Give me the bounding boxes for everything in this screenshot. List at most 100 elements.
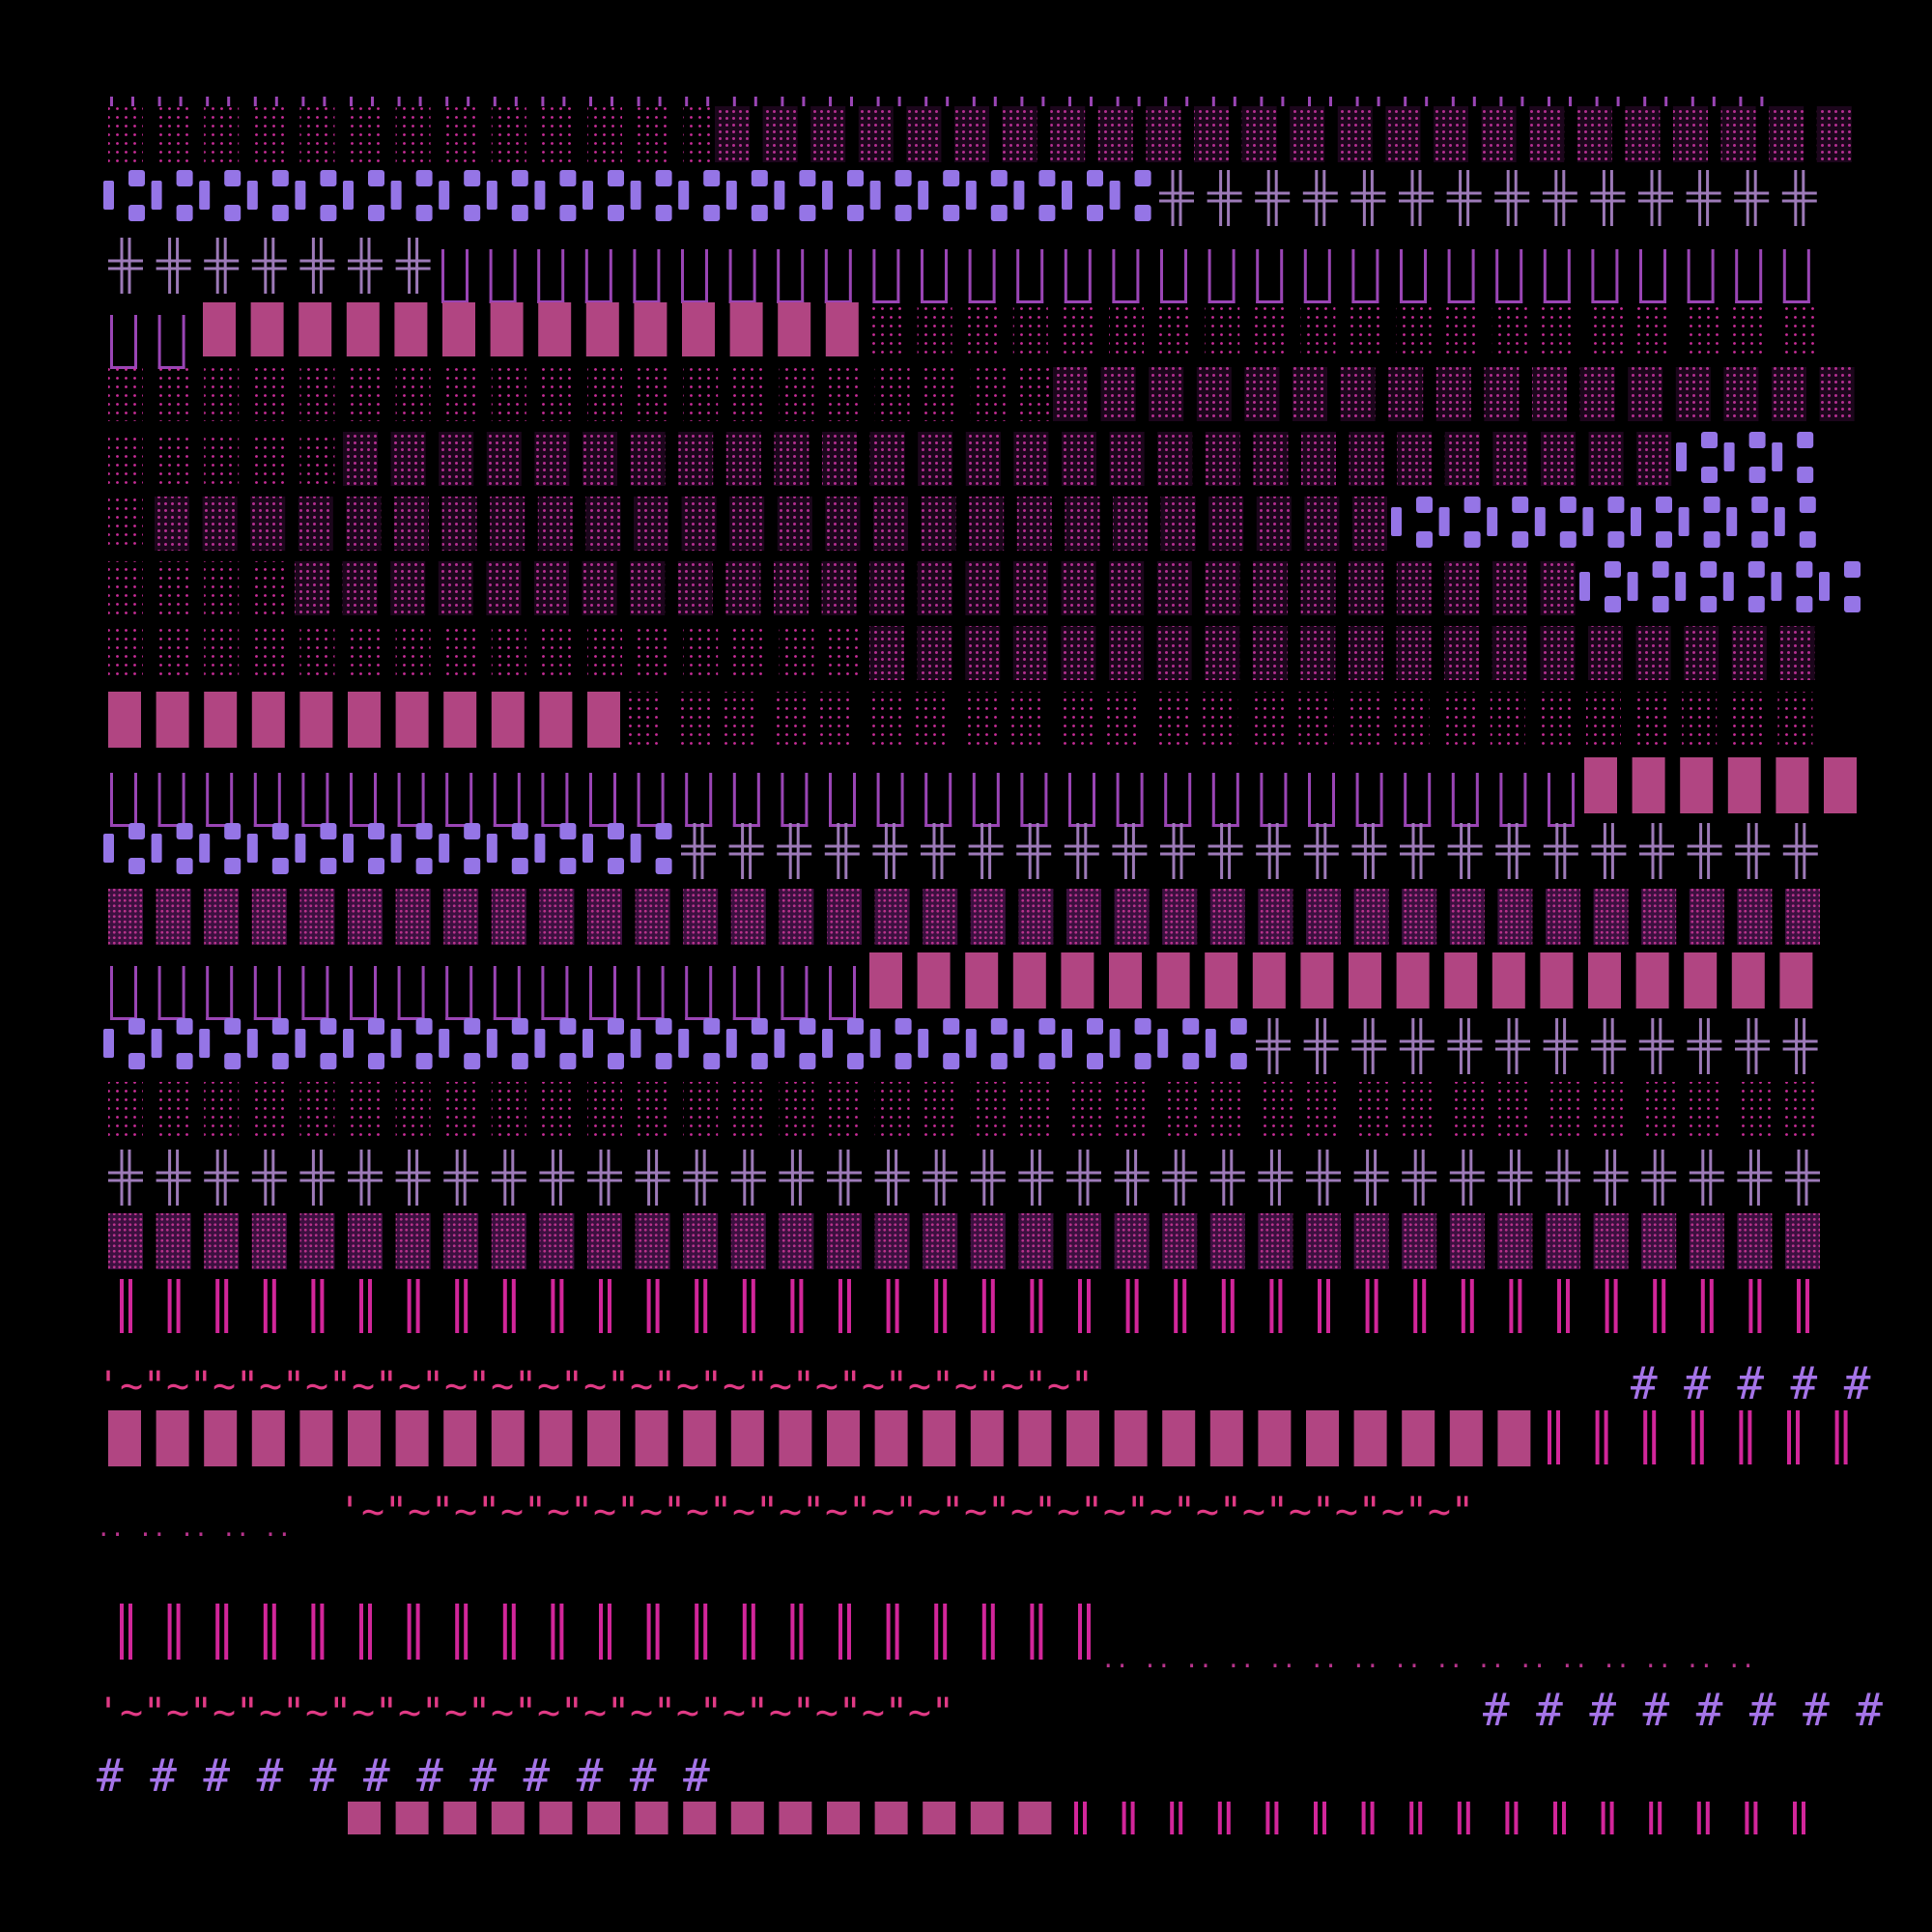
- double-bar-icon: [176, 1604, 181, 1660]
- chain-link-icon: [630, 1029, 641, 1058]
- chain-link-icon: [895, 205, 912, 221]
- med-dotted-tile-icon: [1577, 106, 1612, 162]
- med-dotted-tile-icon: [725, 432, 761, 486]
- double-bar-icon: [934, 1279, 939, 1333]
- chain-link-icon: [1774, 507, 1785, 536]
- sparse-dotted-tile-icon: [1492, 302, 1527, 356]
- tick-icon: [829, 97, 832, 106]
- med-dotted-tile-icon: [490, 497, 526, 551]
- vertical-bars-icon: [397, 824, 425, 827]
- med-dotted-tile-icon: [1532, 367, 1567, 421]
- med-dotted-tile-icon: [1772, 367, 1806, 421]
- chain-link-icon: [655, 205, 672, 221]
- tick-icon: [1425, 97, 1429, 106]
- solid-block-icon: [1114, 1410, 1148, 1466]
- solid-block-icon: [635, 1802, 668, 1834]
- double-bar-icon: [1265, 1802, 1270, 1834]
- double-bar-icon: [224, 1604, 229, 1660]
- chain-link-icon: [224, 823, 242, 839]
- chain-link-icon: [918, 1029, 929, 1058]
- chain-link-icon: [1703, 531, 1720, 548]
- vertical-bars-icon: [134, 773, 137, 827]
- double-bar-icon: [1753, 1802, 1758, 1834]
- sparse-dotted-tile-icon: [1109, 302, 1144, 356]
- vertical-bars-icon: [1447, 300, 1475, 303]
- chain-link-icon: [703, 170, 721, 186]
- dense-dotted-tile-icon: [1689, 889, 1724, 945]
- chain-link-icon: [1748, 467, 1766, 483]
- chain-link-icon: [464, 858, 481, 874]
- vertical-bars-icon: [1404, 773, 1407, 827]
- dense-dotted-tile-icon: [1018, 889, 1054, 945]
- solid-block-icon: [348, 1410, 381, 1466]
- chain-link-icon: [678, 181, 690, 210]
- double-cross-icon: [1159, 170, 1194, 226]
- chain-link-icon: [271, 1053, 289, 1069]
- double-cross-icon: [779, 1150, 814, 1206]
- sparse-dotted-tile-icon: [348, 1082, 383, 1138]
- vertical-bars-icon: [397, 1017, 425, 1020]
- tick-icon: [1164, 97, 1168, 106]
- chain-link-icon: [799, 205, 816, 221]
- double-cross-icon: [1494, 170, 1530, 226]
- double-cross-icon: [728, 823, 764, 879]
- double-cross-icon: [1351, 1018, 1387, 1074]
- tick-icon: [1760, 97, 1764, 106]
- double-bar-icon: [847, 1279, 851, 1333]
- double-bar-icon: [1174, 1279, 1179, 1333]
- med-dotted-tile-icon: [1205, 626, 1240, 680]
- double-cross-icon: [348, 238, 383, 294]
- double-cross-icon: [1447, 1018, 1483, 1074]
- sparse-dotted-tile-icon: [251, 367, 287, 421]
- vertical-bars-icon: [1260, 773, 1264, 827]
- chain-link-icon: [1182, 1053, 1200, 1069]
- double-bar-icon: [320, 1604, 325, 1660]
- solid-block-icon: [1156, 952, 1190, 1009]
- double-cross-icon: [1447, 823, 1483, 879]
- sparse-dotted-tile-icon: [1066, 1082, 1101, 1138]
- med-dotted-tile-icon: [777, 497, 812, 551]
- double-cross-icon: [1402, 1150, 1437, 1206]
- solid-block-icon: [1727, 757, 1761, 813]
- sparse-dotted-tile-icon: [204, 1082, 240, 1138]
- chain-link-icon: [1799, 497, 1816, 513]
- solid-block-icon: [108, 692, 141, 748]
- dense-dotted-tile-icon: [683, 889, 719, 945]
- double-bar-icon: [1696, 1802, 1701, 1834]
- double-bar-icon: [1361, 1802, 1366, 1834]
- med-dotted-tile-icon: [869, 561, 905, 615]
- chain-link-icon: [1038, 205, 1056, 221]
- vertical-bars-icon: [1639, 300, 1666, 303]
- double-cross-icon: [1162, 1150, 1198, 1206]
- vertical-bars-icon: [1303, 300, 1331, 303]
- vertical-bars-icon: [972, 824, 1000, 827]
- tick-icon: [876, 97, 880, 106]
- med-dotted-tile-icon: [969, 497, 1005, 551]
- med-dotted-tile-icon: [1157, 432, 1193, 486]
- double-bar-icon: [407, 1604, 412, 1660]
- sparse-dotted-tile-icon: [874, 1082, 910, 1138]
- chain-link-icon: [1087, 1018, 1103, 1035]
- double-bar-icon: [1562, 1802, 1566, 1834]
- chain-link-icon: [486, 1029, 497, 1058]
- double-bar-icon: [1601, 1802, 1605, 1834]
- vertical-bars-icon: [1687, 300, 1715, 303]
- med-dotted-tile-icon: [1304, 497, 1340, 551]
- tick-icon: [1569, 97, 1572, 106]
- solid-block-icon: [965, 952, 999, 1009]
- tick-icon: [418, 97, 422, 106]
- solid-block-icon: [1444, 952, 1478, 1009]
- solid-block-icon: [730, 1410, 764, 1466]
- double-bar-icon: [1409, 1802, 1414, 1834]
- vertical-bars-icon: [1256, 249, 1260, 303]
- double-bar-icon: [943, 1279, 948, 1333]
- double-cross-icon: [1542, 170, 1577, 226]
- vertical-bars-icon: [732, 773, 736, 827]
- med-dotted-tile-icon: [1673, 106, 1708, 162]
- med-dotted-tile-icon: [774, 561, 809, 615]
- dense-dotted-tile-icon: [587, 889, 622, 945]
- double-cross-icon: [1785, 1150, 1820, 1206]
- chain-link-icon: [1819, 572, 1830, 601]
- double-bar-icon: [1658, 1802, 1662, 1834]
- vertical-bars-icon: [589, 824, 616, 827]
